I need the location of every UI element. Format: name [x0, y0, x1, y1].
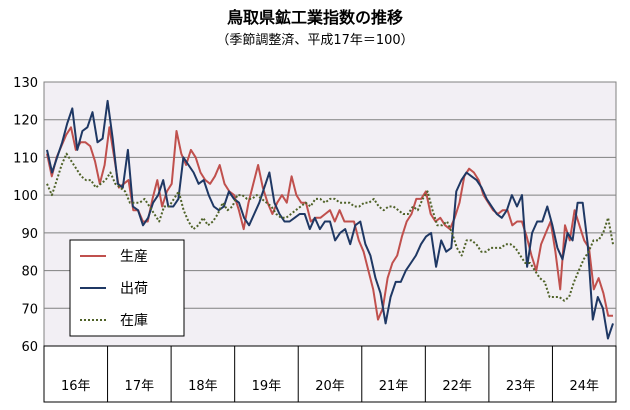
x-axis-category-labels: 16年 17年 18年 19年 20年 21年 22年 23年 24年 — [61, 346, 599, 402]
legend-label-production: 生産 — [120, 249, 148, 265]
y-tick-label: 80 — [21, 265, 38, 280]
y-tick-label: 100 — [13, 189, 38, 204]
chart-subtitle: （季節調整済、平成17年＝100） — [216, 32, 413, 48]
y-tick-label: 130 — [13, 76, 38, 91]
y-tick-label: 60 — [21, 340, 38, 355]
category-axis-box — [43, 345, 617, 403]
x-category-label: 22年 — [442, 379, 472, 394]
x-category-label: 16年 — [61, 379, 91, 394]
x-category-label: 24年 — [569, 379, 599, 394]
inventory-line — [46, 152, 614, 302]
y-tick-label: 120 — [13, 114, 38, 129]
x-category-label: 23年 — [506, 379, 536, 394]
x-category-label: 20年 — [315, 379, 345, 394]
y-tick-label: 110 — [13, 151, 38, 166]
y-axis-tick-labels: 60 70 80 90 100 110 120 130 — [13, 76, 38, 355]
x-category-label: 17年 — [125, 379, 155, 394]
shipment-line — [46, 99, 614, 340]
legend-label-inventory: 在庫 — [120, 312, 148, 329]
x-category-label: 19年 — [252, 379, 282, 394]
legend: 生産 出荷 在庫 — [69, 239, 185, 337]
x-category-label: 21年 — [379, 379, 409, 394]
y-tick-label: 70 — [21, 302, 38, 317]
legend-label-shipment: 出荷 — [120, 281, 148, 297]
chart-title: 鳥取県鉱工業指数の推移 — [227, 8, 403, 27]
series-lines — [46, 99, 614, 340]
y-tick-label: 90 — [21, 227, 38, 242]
x-category-label: 18年 — [188, 379, 218, 394]
